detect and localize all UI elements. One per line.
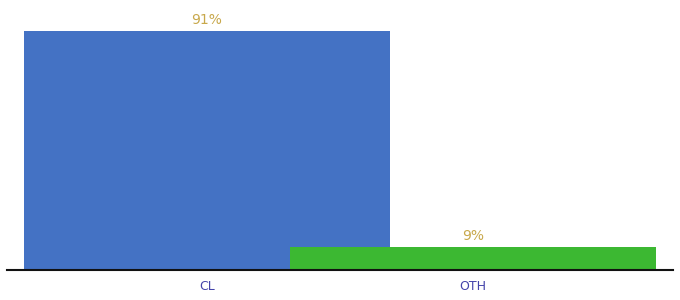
Bar [24,31,390,270]
Bar [290,247,656,270]
Text: 9%: 9% [462,229,484,243]
Text: 91%: 91% [191,13,222,27]
